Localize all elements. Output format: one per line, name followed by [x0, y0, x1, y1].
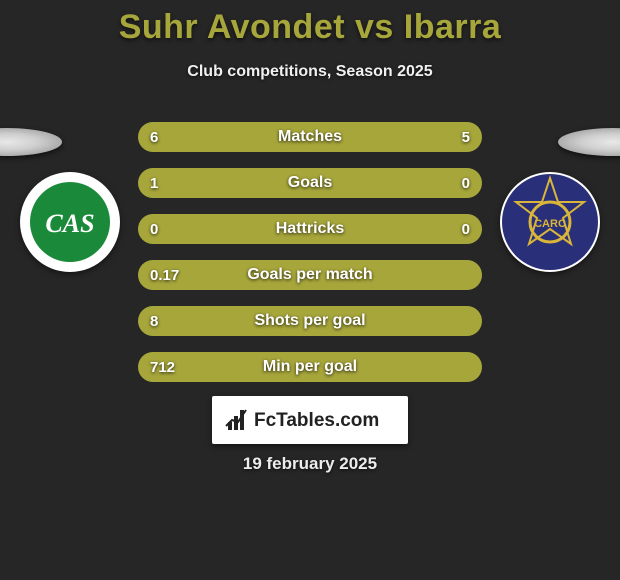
- stat-value-right: 0: [462, 214, 470, 244]
- stat-row: 0.17Goals per match: [138, 260, 482, 290]
- date-label: 19 february 2025: [0, 454, 620, 474]
- crest-left-letters: CAS: [45, 209, 94, 238]
- crest-right-letters: CARC: [534, 218, 566, 230]
- stat-label: Matches: [138, 122, 482, 152]
- stat-label: Goals per match: [138, 260, 482, 290]
- stat-row: 1Goals0: [138, 168, 482, 198]
- club-crest-left: CAS: [20, 172, 120, 272]
- stat-label: Min per goal: [138, 352, 482, 382]
- vs-text: vs: [355, 8, 394, 46]
- stat-bars: 6Matches51Goals00Hattricks00.17Goals per…: [138, 122, 482, 398]
- stat-row: 0Hattricks0: [138, 214, 482, 244]
- club-crest-right: CARC: [500, 172, 600, 272]
- crest-right-svg: CARC: [500, 172, 600, 272]
- subtitle: Club competitions, Season 2025: [0, 63, 620, 81]
- stat-value-right: 0: [462, 168, 470, 198]
- platform-right: [558, 128, 620, 156]
- stat-row: 8Shots per goal: [138, 306, 482, 336]
- stat-value-right: 5: [462, 122, 470, 152]
- stat-label: Hattricks: [138, 214, 482, 244]
- brand-text: FcTables.com: [254, 410, 379, 431]
- platform-left: [0, 128, 62, 156]
- player-a-name: Suhr Avondet: [119, 8, 345, 46]
- player-b-name: Ibarra: [404, 8, 502, 46]
- brand-box: FcTables.com: [212, 396, 408, 444]
- page-title: Suhr Avondet vs Ibarra: [0, 0, 620, 47]
- stat-label: Goals: [138, 168, 482, 198]
- stat-row: 712Min per goal: [138, 352, 482, 382]
- brand-logo: FcTables.com: [220, 402, 400, 438]
- stat-row: 6Matches5: [138, 122, 482, 152]
- stat-label: Shots per goal: [138, 306, 482, 336]
- crest-left-svg: CAS: [20, 172, 120, 272]
